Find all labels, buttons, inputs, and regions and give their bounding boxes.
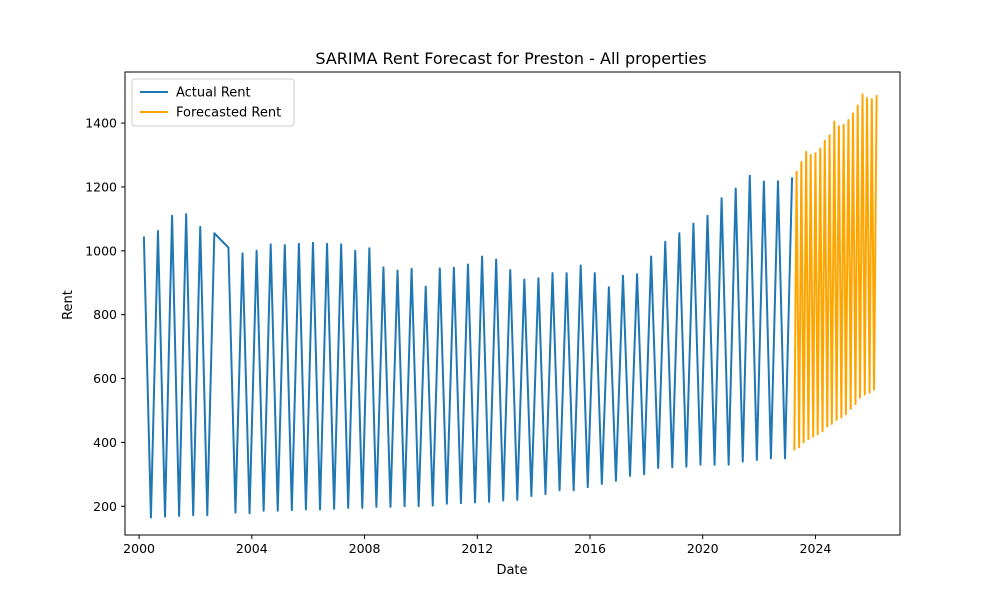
x-tick-label: 2016 [574, 541, 606, 556]
x-tick-label: 2000 [123, 541, 155, 556]
legend: Actual Rent Forecasted Rent [131, 78, 295, 127]
y-tick-label: 800 [93, 307, 117, 322]
x-axis: 2000 2004 2008 2012 2016 2020 2024 [123, 535, 831, 556]
x-tick-label: 2020 [687, 541, 719, 556]
y-tick-label: 200 [93, 499, 117, 514]
plot-frame [124, 71, 901, 536]
y-tick-label: 1200 [85, 179, 117, 194]
series-line-1 [793, 93, 878, 451]
x-tick-label: 2024 [800, 541, 832, 556]
x-axis-label: Date [496, 563, 527, 578]
y-tick-label: 1000 [85, 243, 117, 258]
y-axis: 200 400 600 800 1000 1200 1400 [85, 116, 125, 514]
legend-label-0: Actual Rent [176, 86, 251, 101]
legend-label-1: Forecasted Rent [176, 106, 281, 121]
legend-box [131, 78, 295, 127]
y-tick-label: 400 [93, 435, 117, 450]
x-tick-label: 2012 [461, 541, 493, 556]
y-axis-label: Rent [61, 290, 76, 320]
plot-area [124, 71, 901, 536]
series-line-0 [142, 174, 794, 519]
y-tick-label: 600 [93, 371, 117, 386]
y-tick-label: 1400 [85, 116, 117, 131]
chart-title: SARIMA Rent Forecast for Preston - All p… [315, 49, 706, 68]
x-tick-label: 2004 [236, 541, 268, 556]
x-tick-label: 2008 [349, 541, 381, 556]
